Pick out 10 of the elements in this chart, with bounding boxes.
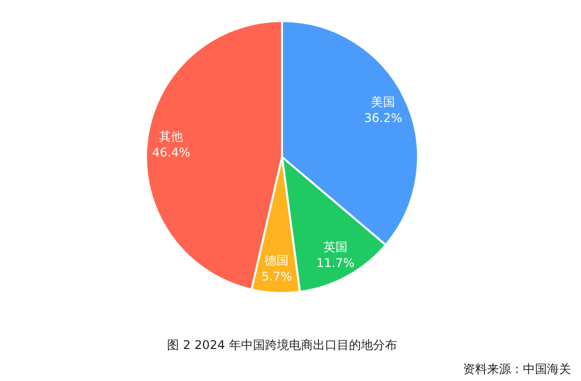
data-label: 5.7% [261,269,292,284]
slice-label: 其他 [159,129,184,144]
slice-label: 美国 [371,95,396,110]
slice-label: 德国 [264,253,289,268]
data-label: 36.2% [364,111,402,126]
text: 图 2 2024 年中国跨境电商出口目的地分布 [167,338,397,352]
text: 资料来源：中国海关 [463,362,571,376]
data-label: 11.7% [316,256,354,270]
slice-label: 英国 [323,240,348,254]
data-label: 46.4% [152,145,190,160]
